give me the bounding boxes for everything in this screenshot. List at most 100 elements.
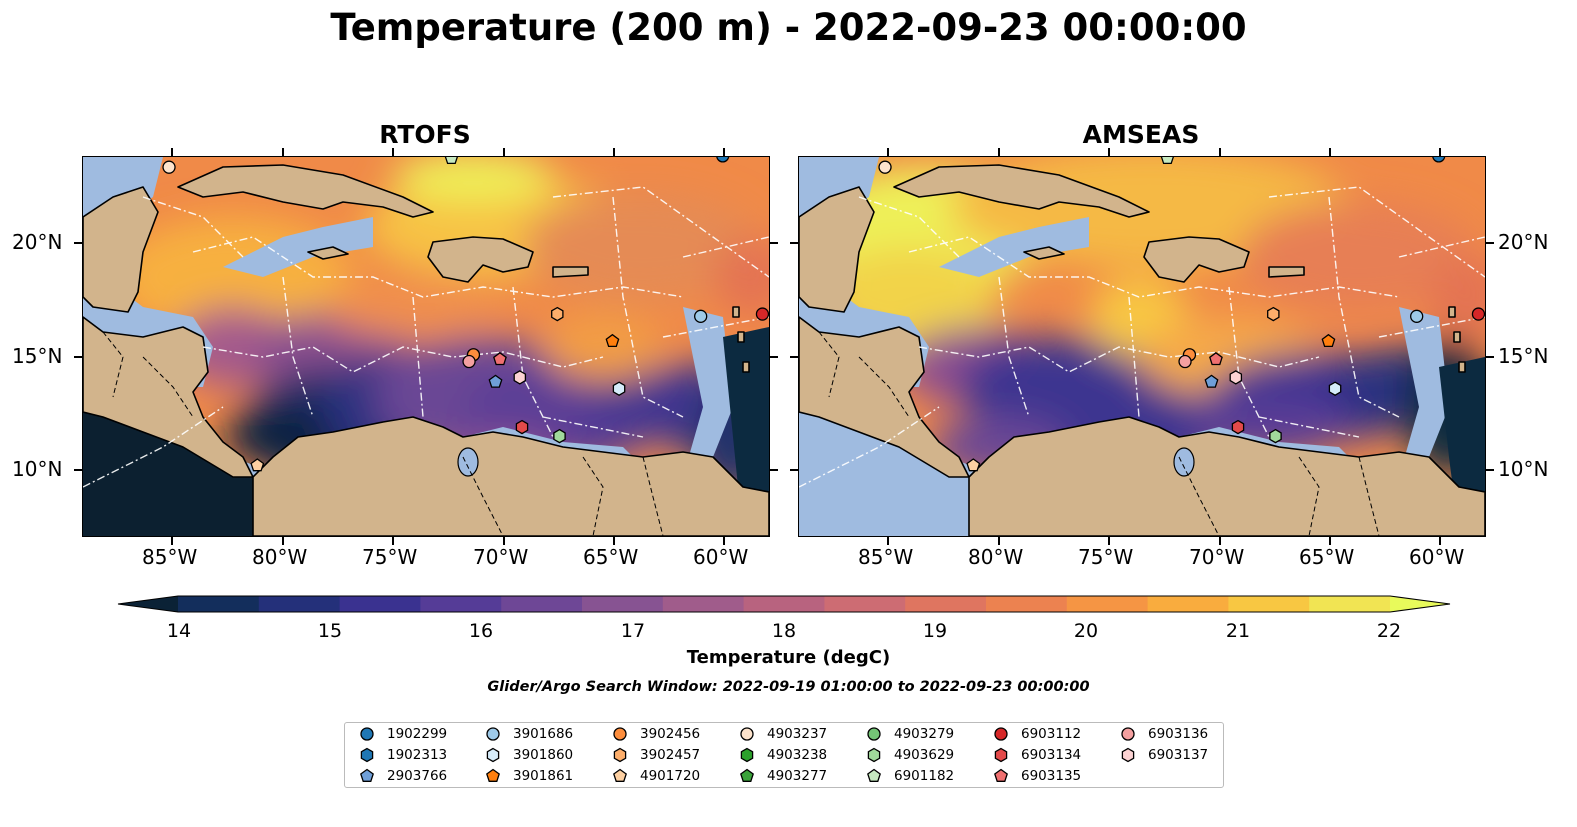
float-marker-3901861 [605, 333, 620, 348]
lon-tick-mark [723, 148, 725, 156]
legend-entry-6903135: 6903135 [993, 768, 1081, 784]
eez-line [799, 236, 1485, 488]
colorbar-segment [1066, 596, 1149, 612]
country-border-line [142, 356, 194, 418]
shelf-region [1399, 307, 1449, 477]
south-america-land [968, 416, 1485, 536]
eez-line [83, 236, 769, 488]
colorbar-tick-17: 17 [620, 620, 646, 642]
float-marker-4903629 [1269, 428, 1282, 444]
float-marker-6903136 [462, 354, 476, 369]
pentagon-marker-icon [994, 768, 1008, 782]
legend-label-6903134: 6903134 [1021, 747, 1082, 763]
colorbar-segment [339, 596, 421, 612]
temperature-blob [323, 277, 503, 337]
legend-entry-6903134: 6903134 [993, 747, 1081, 763]
legend-label-1902313: 1902313 [387, 747, 448, 763]
lon-tick-80w-right: 80°W [968, 545, 1024, 569]
circle-marker-icon [486, 727, 500, 741]
lon-tick-mark [613, 537, 615, 545]
colorbar-segment [1309, 596, 1391, 612]
legend-label-6903136: 6903136 [1148, 726, 1209, 742]
lake-maracaibo [457, 447, 479, 477]
lon-tick-mark [282, 537, 284, 545]
legend-label-3901861: 3901861 [513, 768, 574, 784]
legend-marker-6903135 [994, 768, 1008, 782]
legend-entry-6903112: 6903112 [993, 726, 1081, 742]
lon-tick-60w-left: 60°W [693, 545, 749, 569]
pacific-cold-water [83, 407, 273, 536]
legend-label-4903237: 4903237 [767, 726, 828, 742]
central-america-land [83, 316, 254, 478]
country-border-line [858, 356, 910, 418]
legend-marker-3902457 [613, 747, 627, 763]
legend-marker-3901861 [486, 768, 500, 782]
colorbar-tick-20: 20 [1073, 620, 1099, 642]
float-marker-6901182 [444, 157, 458, 165]
rtofs-map [82, 156, 770, 537]
eez-line [142, 186, 769, 278]
lesser-antilles-land [1448, 306, 1466, 373]
country-borders [102, 331, 664, 536]
legend-label-4903629: 4903629 [894, 747, 955, 763]
lon-tick-mark [392, 148, 394, 156]
lon-tick-60w-right: 60°W [1409, 545, 1465, 569]
lat-tick-mark [790, 356, 798, 358]
lat-tick-mark [1486, 242, 1494, 244]
lat-tick-mark [790, 469, 798, 471]
country-border-line [1178, 456, 1220, 536]
lon-tick-mark [998, 148, 1000, 156]
hexagon-marker-icon [1121, 747, 1135, 763]
legend-entry-4903277: 4903277 [739, 768, 827, 784]
hexagon-marker-icon [613, 747, 627, 763]
puerto-rico-land [1268, 266, 1305, 278]
lon-tick-mark [723, 537, 725, 545]
cuba-land [893, 164, 1150, 218]
legend-label-4903277: 4903277 [767, 768, 828, 784]
float-marker-3902457 [1267, 306, 1280, 322]
lat-tick-mark [770, 356, 778, 358]
colorbar-ticks: 14 15 16 17 18 19 20 21 22 [0, 620, 1577, 644]
legend-label-3901860: 3901860 [513, 747, 574, 763]
central-america-land [799, 316, 970, 478]
legend-marker-4903279 [867, 727, 881, 741]
eez-line [858, 186, 1485, 278]
eez-line [908, 236, 1400, 298]
lon-tick-65w-right: 65°W [1299, 545, 1355, 569]
colorbar-segment [743, 596, 825, 612]
float-marker-6903137 [513, 370, 527, 385]
legend-entry-3902456: 3902456 [612, 726, 700, 742]
lon-tick-mark [1329, 537, 1331, 545]
lat-tick-15n-right: 15°N [1498, 344, 1549, 368]
legend-marker-1902299 [360, 727, 374, 741]
legend-label-4901720: 4901720 [640, 768, 701, 784]
colorbar-extend-high [1390, 596, 1450, 612]
lat-tick-10n-right: 10°N [1498, 457, 1549, 481]
legend-entry-4901720: 4901720 [612, 768, 700, 784]
float-marker-6903135 [493, 351, 507, 366]
lat-tick-mark [1486, 356, 1494, 358]
circle-marker-icon [360, 727, 374, 741]
shelf-region [223, 217, 373, 277]
float-marker-4903237 [878, 160, 892, 174]
float-marker-2903766 [1204, 374, 1219, 388]
yucatan-land [83, 186, 159, 313]
legend-entry-4903238: 4903238 [739, 747, 827, 763]
lon-tick-70w-right: 70°W [1189, 545, 1245, 569]
lat-tick-20n-left: 20°N [12, 230, 63, 254]
panel-title-amseas: AMSEAS [1082, 120, 1200, 149]
float-marker-1902299 [1432, 157, 1446, 163]
hexagon-marker-icon [360, 747, 374, 763]
eez-line [918, 346, 1320, 373]
lat-tick-mark [790, 242, 798, 244]
float-marker-3901861 [1321, 333, 1336, 348]
lon-tick-mark [282, 148, 284, 156]
pentagon-marker-icon [486, 768, 500, 782]
float-marker-4903629 [553, 428, 566, 444]
float-marker-6903134 [515, 419, 529, 435]
legend-entry-6903136: 6903136 [1120, 726, 1208, 742]
colorbar-label: Temperature (degC) [686, 647, 891, 668]
lon-tick-mark [171, 537, 173, 545]
colorbar-segment [178, 596, 260, 612]
circle-marker-icon [867, 727, 881, 741]
